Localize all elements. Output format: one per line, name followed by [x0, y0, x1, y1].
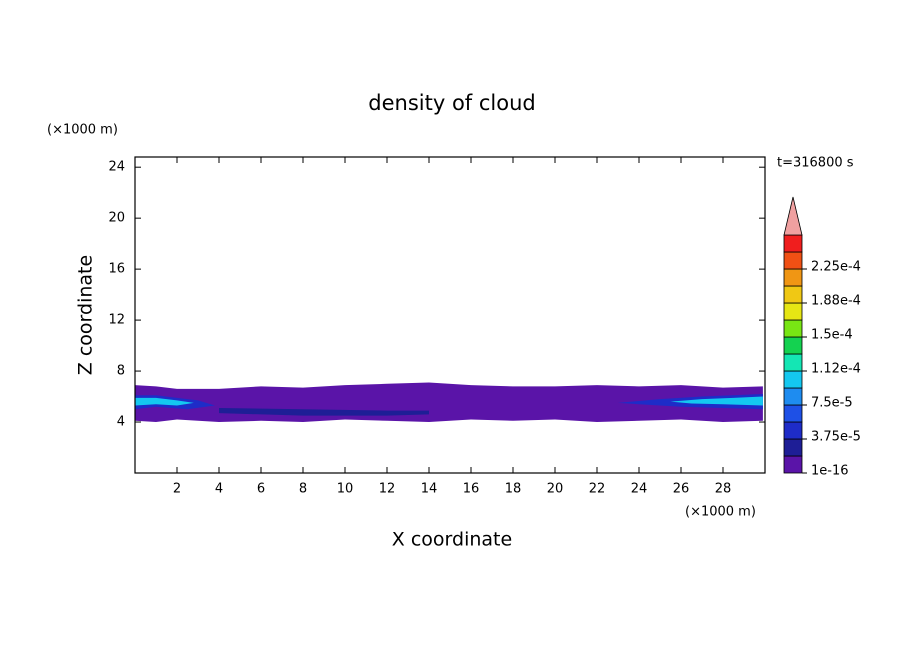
y-tick-label: 20 — [108, 211, 125, 226]
y-axis-title: Z coordinate — [75, 255, 97, 375]
x-tick-label: 28 — [715, 482, 732, 497]
y-tick-label: 12 — [108, 313, 125, 328]
y-tick-label: 16 — [108, 262, 125, 277]
x-tick-label: 22 — [589, 482, 606, 497]
x-unit: (×1000 m) — [685, 505, 756, 520]
x-tick-label: 6 — [257, 482, 265, 497]
colorbar-swatch — [783, 319, 803, 338]
x-tick-label: 2 — [173, 482, 181, 497]
colorbar-swatch — [783, 370, 803, 389]
colorbar-swatch — [783, 302, 803, 321]
colorbar-label: 2.25e-4 — [811, 260, 861, 275]
colorbar-swatch — [783, 421, 803, 440]
y-tick-label: 8 — [117, 364, 125, 379]
x-tick-label: 4 — [215, 482, 223, 497]
x-tick-label: 26 — [673, 482, 690, 497]
colorbar-label: 7.5e-5 — [811, 396, 853, 411]
x-tick-label: 8 — [299, 482, 307, 497]
x-tick-label: 16 — [463, 482, 480, 497]
contour-region — [135, 397, 194, 406]
x-axis-title: X coordinate — [392, 529, 512, 551]
colorbar-swatch — [783, 251, 803, 270]
colorbar-swatch — [783, 285, 803, 304]
x-tick-label: 12 — [379, 482, 396, 497]
colorbar-label: 1.12e-4 — [811, 362, 861, 377]
contour-region — [670, 396, 763, 406]
x-tick-label: 14 — [421, 482, 438, 497]
y-tick-label: 24 — [108, 160, 125, 175]
y-unit: (×1000 m) — [47, 123, 118, 138]
colorbar-swatch — [783, 438, 803, 457]
plot-frame — [134, 156, 766, 474]
y-tick-label: 4 — [117, 415, 125, 430]
x-tick-label: 10 — [337, 482, 354, 497]
contour-region — [219, 408, 429, 416]
colorbar-extend — [783, 196, 803, 236]
colorbar-label: 1.5e-4 — [811, 328, 853, 343]
x-tick-label: 20 — [547, 482, 564, 497]
annotation: t=316800 s — [777, 156, 854, 171]
colorbar-swatch — [783, 404, 803, 423]
colorbar-label: 1.88e-4 — [811, 294, 861, 309]
colorbar-label: 3.75e-5 — [811, 430, 861, 445]
colorbar-label: 1e-16 — [811, 464, 849, 479]
x-tick-label: 18 — [505, 482, 522, 497]
colorbar-swatch — [783, 268, 803, 287]
chart-title: density of cloud — [368, 91, 535, 115]
colorbar-swatch — [783, 336, 803, 355]
colorbar-swatch — [783, 353, 803, 372]
colorbar-swatch — [783, 387, 803, 406]
colorbar-swatch — [783, 455, 803, 474]
x-tick-label: 24 — [631, 482, 648, 497]
colorbar-swatch — [783, 234, 803, 253]
